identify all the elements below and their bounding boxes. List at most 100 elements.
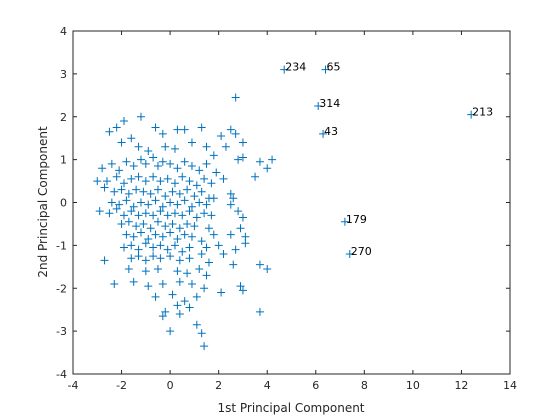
x-tick-label: 0: [167, 379, 174, 392]
data-point: [192, 320, 201, 329]
data-point: [166, 327, 175, 336]
point-annotation-label: 65: [326, 61, 340, 74]
data-point: [117, 219, 126, 228]
data-point: [231, 93, 240, 102]
data-point: [255, 307, 264, 316]
data-point: [226, 230, 235, 239]
data-point: [149, 153, 158, 162]
data-point: [180, 297, 189, 306]
data-point: [156, 254, 165, 263]
data-point: [187, 232, 196, 241]
data-point: [178, 247, 187, 256]
y-tick-label: 1: [60, 154, 67, 167]
data-point: [158, 312, 167, 321]
data-point: [263, 264, 272, 273]
data-point: [187, 279, 196, 288]
data-point: [134, 211, 143, 220]
data-point: [117, 138, 126, 147]
data-point: [231, 245, 240, 254]
data-point: [226, 200, 235, 209]
plot-area: [72, 30, 511, 375]
data-point: [127, 241, 136, 250]
x-tick-label: 12: [454, 379, 468, 392]
x-tick-label: 14: [503, 379, 517, 392]
y-tick-labels: -4 -3 -2 -1 0 1 2 3 4: [56, 25, 67, 381]
data-point: [197, 249, 206, 258]
data-point: [229, 260, 238, 269]
data-point: [238, 153, 247, 162]
data-point: [190, 222, 199, 231]
data-point: [149, 172, 158, 181]
data-point: [180, 230, 189, 239]
data-point: [127, 134, 136, 143]
data-point: [175, 256, 184, 265]
data-point: [251, 172, 260, 181]
data-point: [173, 200, 182, 209]
data-point: [170, 209, 179, 218]
data-point: [234, 207, 243, 216]
data-point: [229, 194, 238, 203]
data-point: [124, 264, 133, 273]
data-point: [110, 279, 119, 288]
data-point: [200, 174, 209, 183]
x-tick-label: -2: [116, 379, 127, 392]
x-axis-title: 1st Principal Component: [217, 401, 364, 415]
data-point: [161, 142, 170, 151]
y-tick-label: 2: [60, 111, 67, 124]
data-point: [161, 307, 170, 316]
data-point: [153, 185, 162, 194]
data-point: [124, 189, 133, 198]
data-point: [139, 187, 148, 196]
data-point: [168, 219, 177, 228]
data-point: [319, 129, 328, 138]
data-point: [95, 207, 104, 216]
data-point: [161, 192, 170, 201]
data-point: [136, 228, 145, 237]
data-point: [144, 282, 153, 291]
point-annotation-label: 270: [351, 245, 372, 258]
data-point: [134, 142, 143, 151]
data-point: [166, 252, 175, 261]
data-point: [467, 110, 476, 119]
data-point: [192, 292, 201, 301]
data-point: [132, 185, 141, 194]
data-point: [168, 187, 177, 196]
data-point: [100, 256, 109, 265]
data-point: [255, 260, 264, 269]
data-point: [136, 198, 145, 207]
x-tick-label: 4: [264, 379, 271, 392]
y-tick-label: 4: [60, 25, 67, 38]
data-point: [180, 125, 189, 134]
x-tick-label: 8: [361, 379, 368, 392]
point-annotations: 234 65 314 213 43 179 270: [285, 61, 493, 258]
data-point: [183, 185, 192, 194]
data-point: [124, 217, 133, 226]
data-point: [202, 159, 211, 168]
data-point: [166, 159, 175, 168]
data-point: [173, 301, 182, 310]
data-point: [187, 138, 196, 147]
data-point: [238, 213, 247, 222]
x-tick-labels: -4 -2 0 2 4 6 8 10 12 14: [68, 379, 517, 392]
data-point: [166, 228, 175, 237]
data-point: [141, 267, 150, 276]
data-point: [166, 198, 175, 207]
y-tick-label: 3: [60, 68, 67, 81]
data-point: [158, 129, 167, 138]
data-point: [219, 249, 228, 258]
x-tick-label: 6: [312, 379, 319, 392]
data-point: [93, 177, 102, 186]
data-point: [209, 151, 218, 160]
data-point: [144, 200, 153, 209]
y-tick-label: -1: [56, 239, 67, 252]
data-point: [129, 232, 138, 241]
data-point: [173, 234, 182, 243]
data-point: [263, 164, 272, 173]
data-point: [197, 237, 206, 246]
data-point: [151, 123, 160, 132]
data-point: [115, 200, 124, 209]
data-point: [129, 277, 138, 286]
data-point: [183, 219, 192, 228]
data-point: [187, 162, 196, 171]
